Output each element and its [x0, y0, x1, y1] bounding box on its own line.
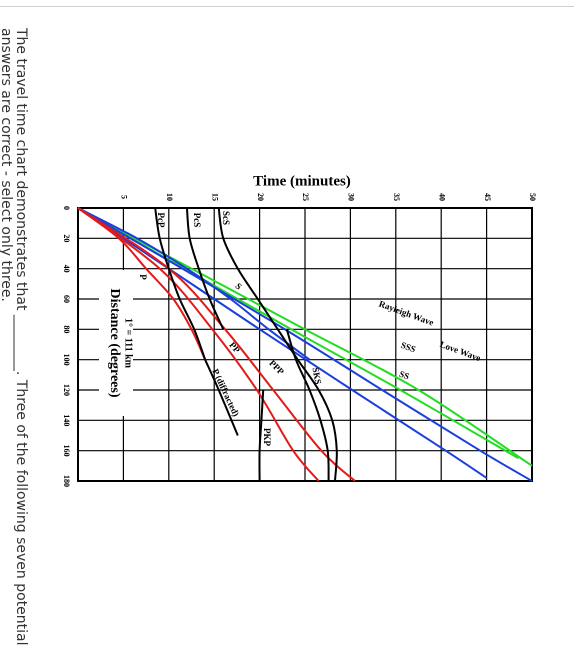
series-line-scs — [217, 207, 338, 482]
series-line-pp — [77, 207, 320, 482]
tick-label: 25 — [301, 193, 310, 201]
series-line-sks — [285, 329, 330, 482]
tick-label: 15 — [210, 193, 219, 201]
curve-label-s: S — [233, 281, 244, 292]
axis-note-scale: 1° = 111 km — [123, 318, 134, 369]
curve-label-sks: SKS — [311, 367, 324, 385]
curve-label-p-diffracted: P (diffracted) — [210, 367, 241, 418]
series-line-p-diffracted — [204, 359, 239, 436]
tick-label: 0 — [62, 206, 71, 210]
curve-label-pcs: PcS — [192, 213, 202, 228]
series-line-s — [77, 207, 311, 361]
tick-label: 45 — [483, 193, 492, 201]
series-line-pkp — [258, 389, 265, 482]
axis-title-distance: Distance (degrees) — [107, 289, 122, 398]
tick-label: 100 — [62, 354, 71, 366]
curve-label-rayleigh-wave: Rayleigh Wave — [378, 299, 436, 328]
curve-label-pcp: PcP — [156, 213, 166, 228]
tick-label: 35 — [392, 193, 401, 201]
curve-label-scs: ScS — [221, 211, 231, 225]
top-divider — [0, 6, 574, 7]
series-line-pcp — [154, 207, 207, 361]
tick-label: 120 — [62, 384, 71, 396]
tick-label: 60 — [62, 295, 71, 303]
axis-title-box — [99, 270, 133, 416]
tick-label: 140 — [62, 414, 71, 426]
tick-label: 180 — [62, 475, 71, 487]
curve-label-sss: SSS — [400, 340, 418, 355]
tick-label: 40 — [62, 265, 71, 273]
curve-label-pkp: PKP — [262, 428, 272, 446]
tick-label: 80 — [62, 325, 71, 333]
curve-label-ppp: PPP — [267, 358, 286, 377]
tick-label: 10 — [165, 193, 174, 201]
series-line-ppp — [77, 207, 356, 482]
tick-label: 40 — [437, 193, 446, 201]
tick-label: 30 — [347, 193, 356, 201]
tick-label: 20 — [256, 193, 265, 201]
curve-label-ss: SS — [398, 369, 411, 382]
series-line-pcs — [185, 207, 225, 330]
tick-label: 5 — [120, 195, 129, 199]
curve-label-p: P — [138, 274, 148, 280]
tick-label: 160 — [62, 445, 71, 457]
tick-label: 50 — [528, 193, 537, 201]
tick-label: 20 — [62, 234, 71, 242]
axis-title-time: Time (minutes) — [253, 173, 351, 189]
